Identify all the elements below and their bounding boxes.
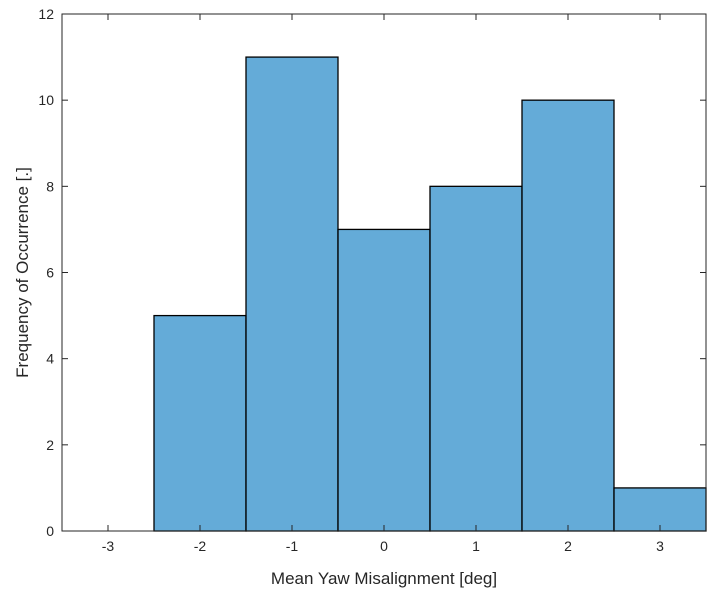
x-tick-label: 3 — [656, 538, 664, 554]
x-axis-label: Mean Yaw Misalignment [deg] — [271, 569, 497, 588]
histogram-bar-6 — [613, 487, 707, 532]
y-tick-label: 8 — [46, 178, 54, 194]
x-tick-label: 2 — [564, 538, 572, 554]
y-tick-label: 10 — [38, 92, 54, 108]
y-tick-label: 12 — [38, 6, 54, 22]
bars-group — [153, 56, 707, 532]
x-tick-label: -1 — [286, 538, 299, 554]
x-tick-label: 0 — [380, 538, 388, 554]
y-tick-label: 6 — [46, 265, 54, 281]
y-tick-label: 4 — [46, 351, 54, 367]
histogram-bar-4 — [429, 185, 523, 532]
histogram-bar-2 — [245, 56, 339, 532]
y-axis-label: Frequency of Occurrence [.] — [13, 167, 32, 378]
x-tick-label: 1 — [472, 538, 480, 554]
y-tick-label: 2 — [46, 437, 54, 453]
y-tick-label: 0 — [46, 523, 54, 539]
x-tick-label: -2 — [194, 538, 207, 554]
histogram-bar-3 — [337, 228, 431, 532]
x-tick-label: -3 — [102, 538, 115, 554]
histogram-bar-1 — [153, 314, 247, 532]
histogram-bar-5 — [521, 99, 615, 532]
